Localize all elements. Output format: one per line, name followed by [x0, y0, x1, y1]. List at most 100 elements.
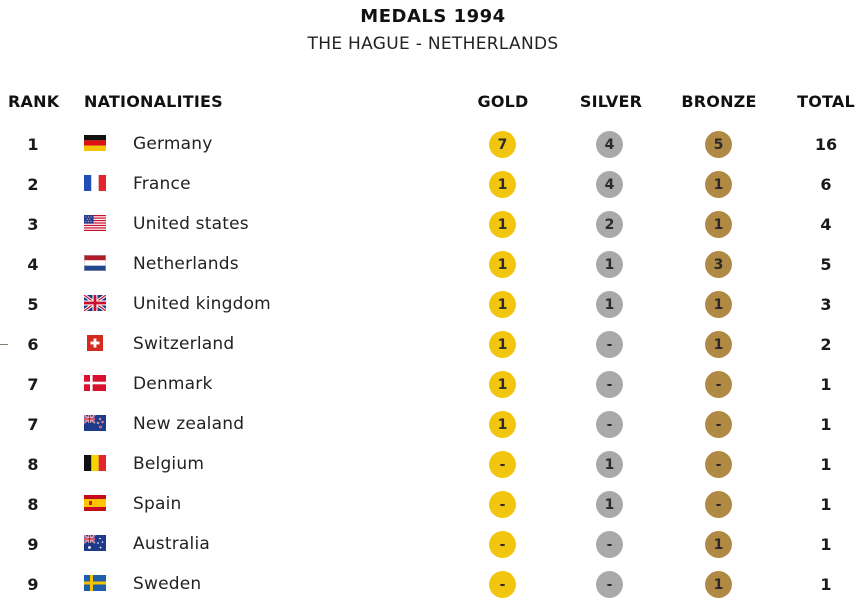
total-cell: 1 — [820, 574, 832, 594]
bronze-medal-badge: 5 — [705, 131, 732, 158]
country-name: France — [133, 174, 191, 194]
gold-medal-badge: 1 — [489, 251, 516, 278]
new-zealand-flag-icon — [84, 415, 106, 431]
gold-medal-badge: 1 — [489, 211, 516, 238]
total-cell: 1 — [820, 414, 832, 434]
table-row: 8 Belgium - 1 - 1 — [0, 444, 866, 484]
rank-cell: 4 — [27, 254, 39, 274]
header-rank: RANK — [8, 92, 60, 111]
country-name: Sweden — [133, 574, 202, 594]
bronze-medal-badge: - — [705, 411, 732, 438]
bronze-medal-badge: 1 — [705, 531, 732, 558]
bronze-medal-badge: 1 — [705, 291, 732, 318]
table-row: 9 Australia - - 1 1 — [0, 524, 866, 564]
netherlands-flag-icon — [84, 255, 106, 271]
medals-table: 1 Germany 7 4 5 16 2 France 1 4 1 6 3 United states 1 2… — [0, 124, 866, 604]
switzerland-flag-icon — [84, 335, 106, 351]
gold-medal-badge: 1 — [489, 331, 516, 358]
gold-medal-badge: - — [489, 531, 516, 558]
page-subtitle: THE HAGUE - NETHERLANDS — [307, 34, 559, 54]
france-flag-icon — [84, 175, 106, 191]
silver-medal-badge: 1 — [596, 491, 623, 518]
bronze-medal-badge: 1 — [705, 571, 732, 598]
silver-medal-badge: 2 — [596, 211, 623, 238]
country-name: United states — [133, 214, 249, 234]
spain-flag-icon — [84, 495, 106, 511]
gold-medal-badge: 1 — [489, 371, 516, 398]
total-cell: 5 — [820, 254, 832, 274]
bronze-medal-badge: - — [705, 451, 732, 478]
table-row: 7 Denmark 1 - - 1 — [0, 364, 866, 404]
country-name: Belgium — [133, 454, 205, 474]
rank-cell: 1 — [27, 134, 39, 154]
country-name: Germany — [133, 134, 213, 154]
rank-cell: 7 — [27, 414, 39, 434]
page-title: MEDALS 1994 — [360, 6, 506, 27]
rank-cell: 7 — [27, 374, 39, 394]
gold-medal-badge: 1 — [489, 291, 516, 318]
country-name: Spain — [133, 494, 182, 514]
total-cell: 2 — [820, 334, 832, 354]
rank-cell: 2 — [27, 174, 39, 194]
header-gold: GOLD — [477, 92, 529, 111]
bronze-medal-badge: - — [705, 491, 732, 518]
silver-medal-badge: - — [596, 411, 623, 438]
rank-cell: 8 — [27, 494, 39, 514]
side-marker — [0, 344, 8, 345]
rank-cell: 5 — [27, 294, 39, 314]
table-row: 3 United states 1 2 1 4 — [0, 204, 866, 244]
silver-medal-badge: 4 — [596, 131, 623, 158]
country-name: Netherlands — [133, 254, 239, 274]
bronze-medal-badge: 1 — [705, 211, 732, 238]
table-row: 6 Switzerland 1 - 1 2 — [0, 324, 866, 364]
gold-medal-badge: - — [489, 571, 516, 598]
bronze-medal-badge: - — [705, 371, 732, 398]
belgium-flag-icon — [84, 455, 106, 471]
denmark-flag-icon — [84, 375, 106, 391]
silver-medal-badge: - — [596, 571, 623, 598]
silver-medal-badge: - — [596, 371, 623, 398]
table-row: 7 New zealand 1 - - 1 — [0, 404, 866, 444]
silver-medal-badge: - — [596, 531, 623, 558]
country-name: New zealand — [133, 414, 245, 434]
header-silver: SILVER — [579, 92, 643, 111]
total-cell: 1 — [820, 374, 832, 394]
header-nationalities: NATIONALITIES — [84, 92, 223, 111]
silver-medal-badge: - — [596, 331, 623, 358]
total-cell: 4 — [820, 214, 832, 234]
gold-medal-badge: 7 — [489, 131, 516, 158]
bronze-medal-badge: 1 — [705, 171, 732, 198]
rank-cell: 9 — [27, 534, 39, 554]
silver-medal-badge: 1 — [596, 251, 623, 278]
header-total: TOTAL — [797, 92, 855, 111]
table-row: 4 Netherlands 1 1 3 5 — [0, 244, 866, 284]
total-cell: 6 — [820, 174, 832, 194]
rank-cell: 6 — [27, 334, 39, 354]
total-cell: 1 — [820, 494, 832, 514]
rank-cell: 9 — [27, 574, 39, 594]
gold-medal-badge: - — [489, 451, 516, 478]
total-cell: 1 — [820, 454, 832, 474]
total-cell: 3 — [820, 294, 832, 314]
usa-flag-icon — [84, 215, 106, 231]
total-cell: 16 — [814, 134, 838, 154]
country-name: United kingdom — [133, 294, 271, 314]
table-row: 1 Germany 7 4 5 16 — [0, 124, 866, 164]
silver-medal-badge: 1 — [596, 291, 623, 318]
country-name: Denmark — [133, 374, 213, 394]
bronze-medal-badge: 1 — [705, 331, 732, 358]
sweden-flag-icon — [84, 575, 106, 591]
gold-medal-badge: - — [489, 491, 516, 518]
total-cell: 1 — [820, 534, 832, 554]
bronze-medal-badge: 3 — [705, 251, 732, 278]
table-row: 9 Sweden - - 1 1 — [0, 564, 866, 604]
gold-medal-badge: 1 — [489, 171, 516, 198]
table-row: 5 United kingdom 1 1 1 3 — [0, 284, 866, 324]
gold-medal-badge: 1 — [489, 411, 516, 438]
header-bronze: BRONZE — [681, 92, 757, 111]
country-name: Australia — [133, 534, 210, 554]
germany-flag-icon — [84, 135, 106, 151]
uk-flag-icon — [84, 295, 106, 311]
silver-medal-badge: 1 — [596, 451, 623, 478]
rank-cell: 8 — [27, 454, 39, 474]
